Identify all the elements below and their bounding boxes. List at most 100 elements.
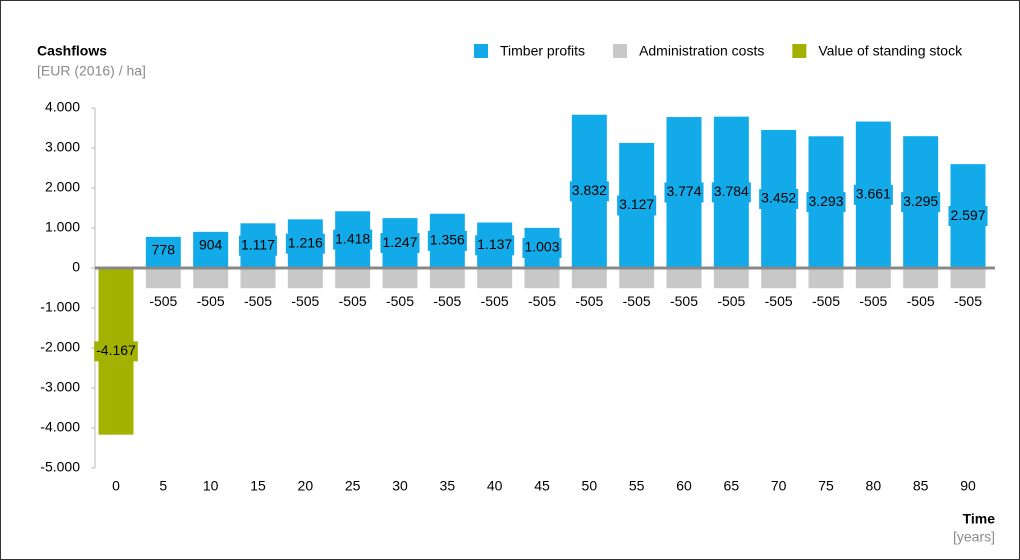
data-label: 2.597 — [950, 207, 985, 223]
data-label: 1.247 — [382, 234, 417, 250]
data-label: -505 — [244, 293, 272, 309]
x-tick-label: 75 — [818, 478, 834, 494]
bar — [145, 268, 181, 289]
data-label: 1.003 — [524, 239, 559, 255]
chart-subtitle: [EUR (2016) / ha] — [37, 63, 146, 79]
data-label-bg — [94, 341, 138, 362]
data-label-bg — [285, 233, 325, 254]
x-tick-label: 65 — [724, 478, 740, 494]
bar — [666, 268, 702, 289]
data-label: -505 — [954, 293, 982, 309]
data-label: 3.661 — [856, 185, 891, 201]
data-label-bg — [901, 192, 941, 213]
y-tick-label: -5.000 — [40, 459, 80, 475]
bar — [240, 268, 276, 289]
data-label: 1.418 — [335, 230, 370, 246]
bar — [713, 268, 749, 289]
data-label-bg — [806, 192, 846, 213]
x-tick-label: 50 — [582, 478, 598, 494]
x-tick-label: 5 — [159, 478, 167, 494]
data-label: 1.216 — [288, 234, 323, 250]
bar — [193, 268, 229, 289]
data-label: -505 — [481, 293, 509, 309]
legend-swatch — [792, 44, 807, 58]
data-label-bg — [759, 188, 799, 209]
data-label: -505 — [575, 293, 603, 309]
x-tick-label: 30 — [392, 478, 408, 494]
data-label: -505 — [859, 293, 887, 309]
data-label: 3.784 — [714, 183, 749, 199]
y-tick-label: -4.000 — [40, 419, 80, 435]
data-label: -505 — [670, 293, 698, 309]
data-label: 3.295 — [903, 193, 938, 209]
data-label-bg — [522, 237, 562, 258]
bar — [950, 268, 986, 289]
data-label: -505 — [291, 293, 319, 309]
data-label: -505 — [433, 293, 461, 309]
data-label-bg — [475, 235, 515, 256]
data-label: 904 — [199, 237, 223, 253]
bar — [903, 268, 939, 289]
legend-label: Administration costs — [639, 43, 764, 59]
data-label-bg — [948, 206, 988, 227]
data-label-bg — [380, 233, 420, 254]
x-tick-label: 85 — [913, 478, 929, 494]
bar — [855, 268, 891, 289]
data-label: 1.117 — [241, 236, 275, 252]
chart-title: Cashflows — [37, 43, 107, 59]
x-tick-label: 80 — [866, 478, 882, 494]
legend-swatch — [613, 44, 628, 58]
x-tick-label: 25 — [345, 478, 361, 494]
legend-swatch — [474, 44, 488, 58]
bar — [145, 236, 181, 268]
bar — [524, 268, 560, 289]
y-tick-label: -1.000 — [40, 299, 80, 315]
y-tick-label: -2.000 — [40, 339, 80, 355]
y-tick-label: 1.000 — [45, 219, 80, 235]
x-tick-label: 0 — [112, 478, 120, 494]
bar — [571, 268, 607, 289]
data-label: 778 — [152, 242, 176, 258]
x-tick-label: 55 — [629, 478, 645, 494]
data-label-bg — [333, 229, 373, 250]
x-axis-label: Time — [963, 511, 996, 527]
bar — [761, 268, 797, 289]
x-tick-label: 90 — [960, 478, 976, 494]
bar — [477, 268, 513, 289]
data-label: -505 — [765, 293, 793, 309]
bar — [619, 268, 655, 289]
data-label: -505 — [386, 293, 414, 309]
bar — [808, 268, 844, 289]
data-label-bg — [853, 184, 893, 205]
data-label: -505 — [812, 293, 840, 309]
x-tick-label: 45 — [534, 478, 550, 494]
data-label: -505 — [528, 293, 556, 309]
data-label: -505 — [623, 293, 651, 309]
data-label: 3.293 — [808, 193, 843, 209]
bar — [382, 268, 418, 289]
x-tick-label: 40 — [487, 478, 503, 494]
data-label-bg — [427, 230, 467, 251]
bar — [335, 268, 371, 289]
data-label: -505 — [339, 293, 367, 309]
data-label-bg — [711, 182, 751, 203]
data-label: 3.774 — [666, 183, 701, 199]
data-label: 1.356 — [430, 232, 465, 248]
data-label-bg — [664, 182, 704, 203]
x-tick-label: 15 — [250, 478, 266, 494]
data-label: 3.127 — [619, 196, 654, 212]
data-label: 1.137 — [477, 236, 512, 252]
x-tick-label: 20 — [298, 478, 314, 494]
data-label: -505 — [197, 293, 225, 309]
bar — [287, 268, 323, 289]
x-tick-label: 60 — [676, 478, 692, 494]
y-tick-label: 0 — [72, 259, 80, 275]
x-axis-unit: [years] — [953, 529, 995, 545]
data-label-bg — [569, 181, 609, 202]
y-tick-label: 4.000 — [45, 99, 80, 115]
data-label: -4.167 — [96, 342, 136, 358]
y-tick-label: 2.000 — [45, 179, 80, 195]
data-label: -505 — [907, 293, 935, 309]
data-label: 3.452 — [761, 190, 796, 206]
